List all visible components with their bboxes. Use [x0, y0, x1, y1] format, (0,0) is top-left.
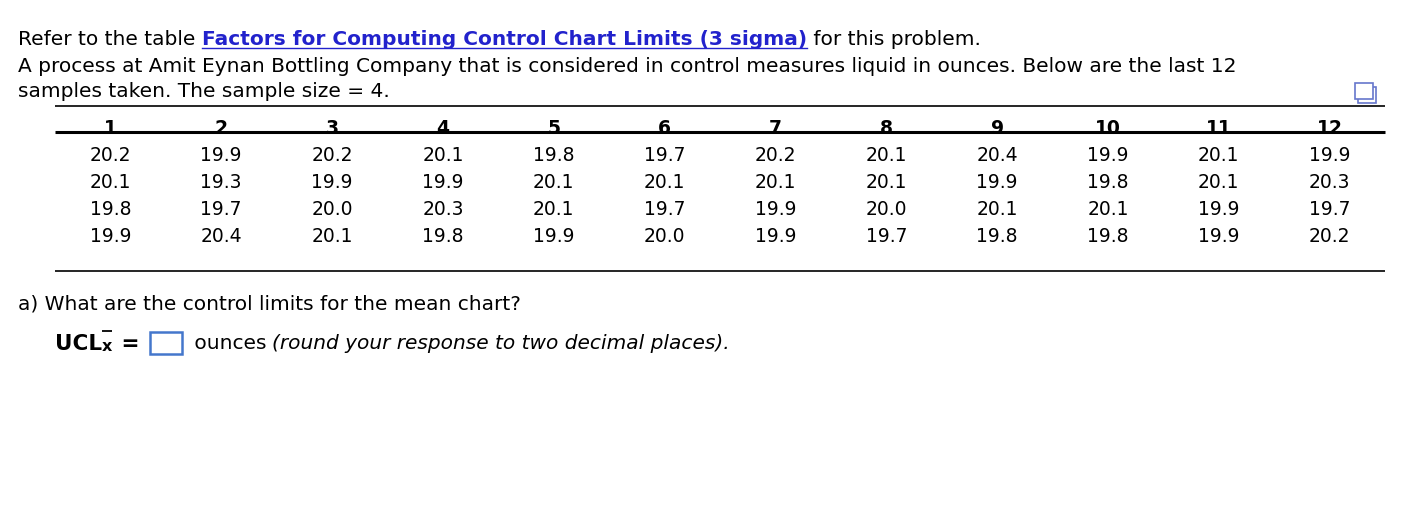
- Text: 19.8: 19.8: [422, 227, 464, 246]
- Text: 19.7: 19.7: [1309, 200, 1350, 219]
- Text: UCL: UCL: [55, 334, 102, 354]
- Text: 20.1: 20.1: [422, 146, 464, 165]
- Text: 19.9: 19.9: [532, 227, 575, 246]
- Text: 20.1: 20.1: [977, 200, 1018, 219]
- Text: 19.8: 19.8: [89, 200, 131, 219]
- Text: 20.1: 20.1: [1198, 146, 1240, 165]
- Text: 1: 1: [104, 119, 116, 138]
- Text: 19.8: 19.8: [977, 227, 1018, 246]
- Text: 20.4: 20.4: [977, 146, 1018, 165]
- Text: 19.7: 19.7: [866, 227, 907, 246]
- Text: 19.9: 19.9: [89, 227, 131, 246]
- Text: =: =: [115, 334, 148, 354]
- Text: 20.0: 20.0: [866, 200, 907, 219]
- Text: 19.9: 19.9: [1088, 146, 1129, 165]
- Text: 9: 9: [991, 119, 1004, 138]
- Text: (round your response to two decimal places).: (round your response to two decimal plac…: [273, 334, 730, 353]
- Text: 2: 2: [214, 119, 227, 138]
- Text: 10: 10: [1095, 119, 1120, 138]
- FancyBboxPatch shape: [1355, 83, 1373, 99]
- Text: Refer to the table: Refer to the table: [18, 30, 202, 49]
- Text: 20.2: 20.2: [754, 146, 797, 165]
- Text: 20.2: 20.2: [89, 146, 131, 165]
- Text: 20.1: 20.1: [754, 173, 797, 192]
- Text: 19.9: 19.9: [422, 173, 464, 192]
- Text: 19.9: 19.9: [754, 200, 797, 219]
- Text: 19.8: 19.8: [532, 146, 575, 165]
- Text: 19.7: 19.7: [643, 146, 686, 165]
- Text: 20.2: 20.2: [311, 146, 352, 165]
- Text: 20.1: 20.1: [89, 173, 131, 192]
- Text: 20.1: 20.1: [532, 200, 575, 219]
- Text: 20.0: 20.0: [311, 200, 352, 219]
- Text: 20.1: 20.1: [866, 146, 907, 165]
- Text: 20.4: 20.4: [200, 227, 241, 246]
- Text: a) What are the control limits for the mean chart?: a) What are the control limits for the m…: [18, 294, 521, 313]
- Text: 19.9: 19.9: [1198, 200, 1240, 219]
- Text: 8: 8: [880, 119, 893, 138]
- Text: 20.1: 20.1: [643, 173, 686, 192]
- Text: Factors for Computing Control Chart Limits (3 sigma): Factors for Computing Control Chart Limi…: [202, 30, 807, 49]
- Text: 20.1: 20.1: [311, 227, 352, 246]
- Text: 19.9: 19.9: [1198, 227, 1240, 246]
- Text: 19.9: 19.9: [977, 173, 1018, 192]
- Text: 19.9: 19.9: [1309, 146, 1350, 165]
- Text: for this problem.: for this problem.: [807, 30, 981, 49]
- Text: samples taken. The sample size = 4.: samples taken. The sample size = 4.: [18, 82, 389, 101]
- Text: 19.9: 19.9: [311, 173, 352, 192]
- Text: A process at Amit Eynan Bottling Company that is considered in control measures : A process at Amit Eynan Bottling Company…: [18, 57, 1237, 76]
- Text: 19.9: 19.9: [754, 227, 797, 246]
- Text: x: x: [102, 339, 112, 354]
- Text: 20.1: 20.1: [866, 173, 907, 192]
- Text: 20.1: 20.1: [532, 173, 575, 192]
- Text: 4: 4: [436, 119, 449, 138]
- Text: 19.8: 19.8: [1088, 173, 1129, 192]
- Text: 19.9: 19.9: [200, 146, 241, 165]
- Text: 5: 5: [547, 119, 561, 138]
- Text: 20.3: 20.3: [1309, 173, 1350, 192]
- Text: 20.1: 20.1: [1198, 173, 1240, 192]
- Text: 20.2: 20.2: [1309, 227, 1350, 246]
- Text: 19.3: 19.3: [200, 173, 241, 192]
- Text: 20.1: 20.1: [1088, 200, 1129, 219]
- Text: 3: 3: [325, 119, 338, 138]
- Text: 20.0: 20.0: [643, 227, 686, 246]
- Text: 19.7: 19.7: [643, 200, 686, 219]
- Text: 20.3: 20.3: [422, 200, 464, 219]
- Text: 11: 11: [1206, 119, 1231, 138]
- Text: 6: 6: [657, 119, 672, 138]
- Text: 19.8: 19.8: [1088, 227, 1129, 246]
- Text: 19.7: 19.7: [200, 200, 241, 219]
- Text: 12: 12: [1316, 119, 1342, 138]
- Text: 7: 7: [768, 119, 782, 138]
- Text: ounces: ounces: [187, 334, 273, 353]
